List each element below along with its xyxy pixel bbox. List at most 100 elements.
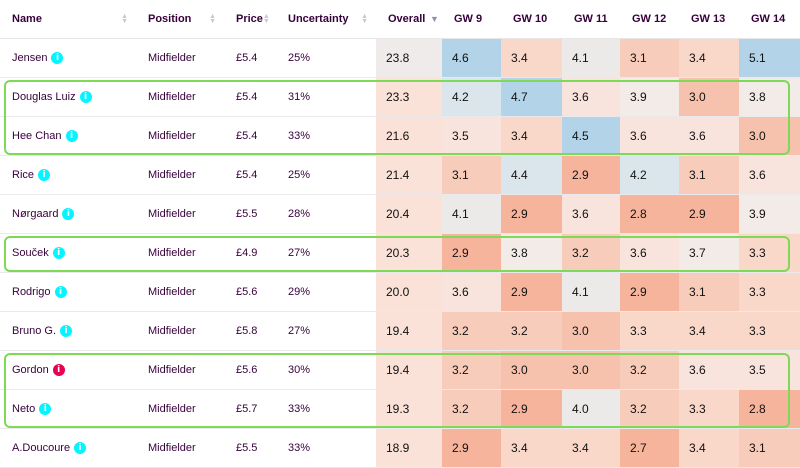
gw-cell: 3.3 [679,389,739,429]
sort-icon: ▲ ▼ [262,13,270,25]
column-header-gw-10[interactable]: GW 10 [501,0,562,39]
player-name[interactable]: Bruno G. [12,324,57,337]
player-name[interactable]: Rice [12,168,35,181]
info-icon[interactable]: i [52,247,65,260]
column-header-gw-14[interactable]: GW 14 [739,0,800,39]
overall-cell: 18.9 [376,428,442,468]
column-header-gw-11[interactable]: GW 11 [562,0,620,39]
table-row[interactable]: A.Doucoure i Midfielder £5.5 33% 18.9 2.9 3.4 3.… [0,428,800,468]
player-name-cell[interactable]: Bruno G. i [0,311,136,351]
column-header-gw-9-label: GW 9 [454,13,483,25]
gw-cell: 3.5 [442,116,501,156]
info-icon[interactable]: i [54,286,67,299]
column-header-uncertainty-label: Uncertainty [288,13,349,25]
uncertainty-cell: 28% [276,194,376,234]
info-icon[interactable]: i [38,169,51,182]
info-icon[interactable]: i [60,325,73,338]
gw-cell: 2.9 [562,155,620,195]
table-row[interactable]: Hee Chan i Midfielder £5.4 33% 21.6 3.5 3.4 4.5 3… [0,116,800,156]
gw-cell: 3.3 [620,311,679,351]
player-name[interactable]: Nørgaard [12,207,59,220]
price-cell: £5.7 [224,389,276,429]
gw-cell: 2.7 [620,428,679,468]
table-row[interactable]: Bruno G. i Midfielder £5.8 27% 19.4 3.2 3.2 3.0 3… [0,311,800,351]
player-name-cell[interactable]: Gordon i [0,350,136,390]
sort-icon: ▲ ▼ [209,13,216,25]
gw-cell: 2.9 [501,272,562,312]
gw-cell: 3.5 [739,350,800,390]
player-name[interactable]: Hee Chan [12,129,62,142]
price-cell: £5.8 [224,311,276,351]
player-name-cell[interactable]: Rodrigo i [0,272,136,312]
gw-cell: 3.2 [442,350,501,390]
player-name-cell[interactable]: Neto i [0,389,136,429]
player-name[interactable]: Neto [12,402,36,415]
alert-info-icon[interactable]: i [52,364,65,377]
overall-cell: 20.4 [376,194,442,234]
price-cell: £5.4 [224,38,276,78]
player-name[interactable]: Souček [12,246,49,259]
gw-cell: 3.3 [739,311,800,351]
gw-cell: 3.9 [620,77,679,117]
column-header-gw-9[interactable]: ▼ GW 9 [430,0,501,39]
info-icon[interactable]: i [39,403,52,416]
column-header-gw-13[interactable]: GW 13 [679,0,739,39]
column-header-position[interactable]: Position ▲ ▼ [136,0,224,39]
gw-cell: 3.4 [501,38,562,78]
player-name[interactable]: Jensen [12,51,48,64]
gw-cell: 3.6 [562,77,620,117]
player-name-cell[interactable]: Hee Chan i [0,116,136,156]
uncertainty-cell: 29% [276,272,376,312]
column-header-price-label: Price [236,13,263,25]
player-name-cell[interactable]: Souček i [0,233,136,273]
uncertainty-cell: 27% [276,233,376,273]
player-name-cell[interactable]: Douglas Luiz i [0,77,136,117]
table-row[interactable]: Rice i Midfielder £5.4 25% 21.4 3.1 4.4 2.9 4.2 3.… [0,155,800,195]
info-icon[interactable]: i [79,91,92,104]
table-row[interactable]: Gordon i Midfielder £5.6 30% 19.4 3.2 3.0 3.0 3.2… [0,350,800,390]
gw-cell: 4.0 [562,389,620,429]
player-name-cell[interactable]: Rice i [0,155,136,195]
table-row[interactable]: Jensen i Midfielder £5.4 25% 23.8 4.6 3.4 4.1 3.1… [0,38,800,78]
table-row[interactable]: Souček i Midfielder £4.9 27% 20.3 2.9 3.8 3.2 3.6… [0,233,800,273]
player-name[interactable]: A.Doucoure [12,441,71,454]
player-name-cell[interactable]: Jensen i [0,38,136,78]
gw-cell: 3.2 [620,350,679,390]
info-icon[interactable]: i [74,442,87,455]
table-row[interactable]: Rodrigo i Midfielder £5.6 29% 20.0 3.6 2.9 4.1 2.… [0,272,800,312]
gw-cell: 4.1 [562,272,620,312]
position-cell: Midfielder [136,428,224,468]
info-icon[interactable]: i [62,208,75,221]
player-name-cell[interactable]: A.Doucoure i [0,428,136,468]
column-header-uncertainty[interactable]: Uncertainty ▲ ▼ [276,0,376,39]
gw-cell: 3.2 [562,233,620,273]
table-row[interactable]: Douglas Luiz i Midfielder £5.4 31% 23.3 4.2 4.7… [0,77,800,117]
player-name-cell[interactable]: Nørgaard i [0,194,136,234]
gw-cell: 3.4 [679,38,739,78]
gw-cell: 4.2 [442,77,501,117]
gw-cell: 3.0 [562,350,620,390]
uncertainty-cell: 30% [276,350,376,390]
column-header-overall[interactable]: Overall [376,0,442,39]
player-name[interactable]: Gordon [12,363,49,376]
sort-desc-icon: ▼ [430,14,439,24]
gw-cell: 2.8 [739,389,800,429]
table-row[interactable]: Nørgaard i Midfielder £5.5 28% 20.4 4.1 2.9 3.6 2… [0,194,800,234]
gw-cell: 4.1 [442,194,501,234]
column-header-gw-12[interactable]: GW 12 [620,0,679,39]
gw-cell: 3.6 [679,116,739,156]
gw-cell: 3.3 [739,272,800,312]
info-icon[interactable]: i [65,130,78,143]
player-name[interactable]: Rodrigo [12,285,51,298]
gw-cell: 3.7 [679,233,739,273]
price-cell: £5.6 [224,350,276,390]
overall-cell: 20.0 [376,272,442,312]
column-header-price[interactable]: Price ▲ ▼ [224,0,276,39]
gw-cell: 2.9 [501,389,562,429]
table-row[interactable]: Neto i Midfielder £5.7 33% 19.3 3.2 2.9 4.0 3.2 3.… [0,389,800,429]
info-icon[interactable]: i [51,52,64,65]
player-name[interactable]: Douglas Luiz [12,90,76,103]
gw-cell: 3.0 [501,350,562,390]
column-header-name[interactable]: Name ▲ ▼ [0,0,136,39]
